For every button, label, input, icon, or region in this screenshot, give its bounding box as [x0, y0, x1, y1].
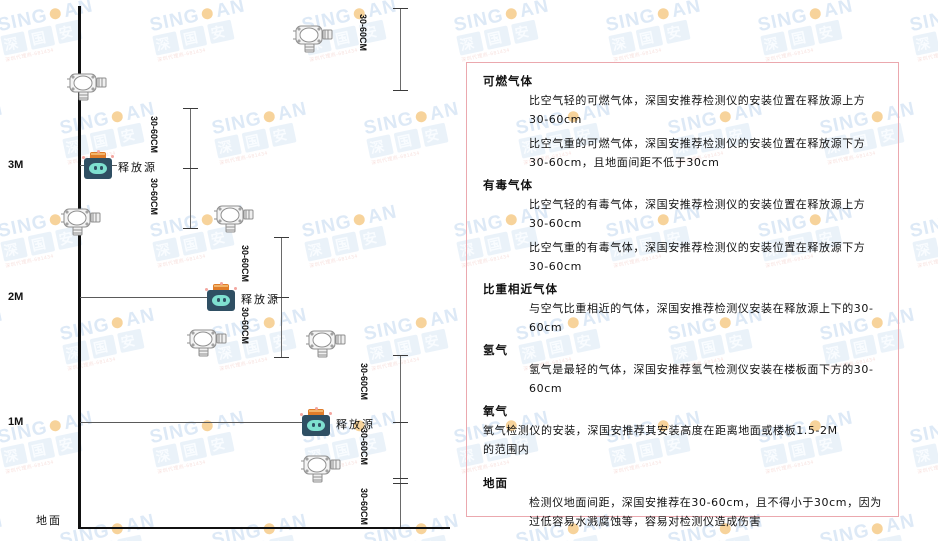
axis-tick-2m: 2M — [8, 291, 24, 303]
gas-release-source-icon — [205, 282, 237, 312]
gas-detector-icon — [213, 202, 257, 238]
section-paragraph: 比空气轻的可燃气体，深国安推荐检测仪的安装位置在释放源上方30-60cm — [529, 94, 866, 126]
dimension-tick — [183, 228, 198, 229]
dimension-tick — [393, 90, 408, 91]
source-label-2m: 释放源 — [241, 293, 280, 306]
level-line-2m — [80, 297, 208, 298]
axis-tick-1m: 1M — [8, 416, 24, 428]
section-paragraph: 检测仪地面间距，深国安推荐在30-60cm，且不得小于30cm，因为过低容易水溅… — [529, 496, 882, 528]
dimension-label-30-60cm: 30-60CM — [359, 488, 369, 526]
dimension-label-30-60cm: 30-60CM — [149, 116, 159, 154]
section-paragraph: 氢气是最轻的气体，深国安推荐氢气检测仪安装在楼板面下方的30-60cm — [529, 363, 874, 395]
dimension-line-top — [400, 8, 401, 90]
dimension-label-30-60cm: 30-60CM — [359, 428, 369, 466]
dimension-tick — [274, 357, 289, 358]
section-paragraph: 比空气重的有毒气体，深国安推荐检测仪的安装位置在释放源下方30-60cm — [529, 241, 866, 273]
section-paragraph: 比空气重的可燃气体，深国安推荐检测仪的安装位置在释放源下方30-60cm，且地面… — [529, 137, 866, 169]
ground-label: 地面 — [36, 514, 62, 527]
source-label-1m: 释放源 — [336, 418, 375, 431]
axis-tick-3m: 3M — [8, 159, 24, 171]
dimension-tick — [274, 297, 289, 298]
dimension-label-30-60cm: 30-60CM — [358, 14, 368, 52]
gas-detector-installation-guidelines-panel: 可燃气体 比空气轻的可燃气体，深国安推荐检测仪的安装位置在释放源上方30-60c… — [466, 62, 899, 528]
level-line-1m — [80, 422, 302, 423]
dimension-tick — [183, 108, 198, 109]
installation-height-diagram: 3M 2M 1M 地面 释放源 释放源 — [8, 6, 450, 529]
vertical-axis — [78, 6, 81, 529]
gas-detector-icon — [292, 22, 336, 58]
dimension-tick — [183, 168, 198, 169]
section-paragraph: 与空气比重相近的气体，深国安推荐检测仪安装在释放源上下的30-60cm — [529, 302, 874, 334]
section-title-hydrogen-gas: 氢气 — [483, 343, 508, 357]
section-title-ground: 地面 — [483, 476, 508, 490]
section-oxygen-gas: 氧气氧气检测仪的安装，深国安推荐其安装高度在距离地面或楼板1.5-2M的范围内 — [483, 403, 884, 464]
section-title-toxic-gas: 有毒气体 — [483, 178, 533, 192]
dimension-label-30-60cm: 30-60CM — [240, 307, 250, 345]
section-title-oxygen-gas: 氧气 — [483, 404, 508, 418]
dimension-label-30-60cm: 30-60CM — [240, 245, 250, 283]
dimension-tick — [274, 237, 289, 238]
dimension-tick — [393, 422, 408, 423]
dimension-tick — [393, 483, 408, 484]
gas-detector-icon — [305, 327, 349, 363]
dimension-label-30-60cm: 30-60CM — [359, 363, 369, 401]
gas-release-source-icon — [300, 407, 332, 437]
section-title-combustible-gas: 可燃气体 — [483, 74, 533, 88]
section-paragraph: 氧气检测仪的安装，深国安推荐其安装高度在距离地面或楼板1.5-2M的范围内 — [483, 424, 838, 456]
source-label-3m: 释放源 — [118, 161, 157, 174]
dimension-tick — [393, 355, 408, 356]
section-paragraph: 比空气轻的有毒气体，深国安推荐检测仪的安装位置在释放源上方30-60cm — [529, 198, 866, 230]
dimension-tick — [393, 478, 408, 479]
gas-detector-icon — [186, 326, 230, 362]
dimension-tick — [393, 8, 408, 9]
gas-detector-icon — [60, 205, 104, 241]
gas-detector-icon — [300, 452, 344, 488]
dimension-line-lower-right — [400, 355, 401, 527]
dimension-label-30-60cm: 30-60CM — [149, 178, 159, 216]
section-title-similar-density-gas: 比重相近气体 — [483, 282, 558, 296]
gas-release-source-icon — [82, 150, 114, 180]
gas-detector-icon — [66, 70, 110, 106]
ground-baseline — [78, 527, 450, 529]
